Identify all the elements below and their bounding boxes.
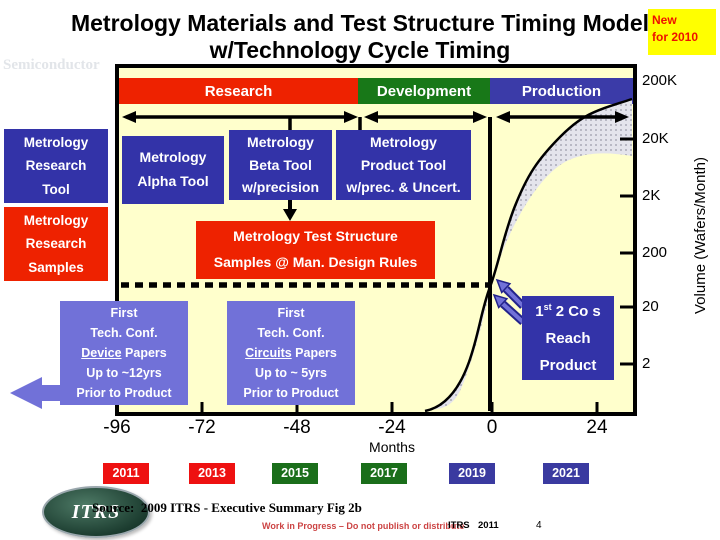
phase-bar: Research Development Production	[119, 78, 633, 104]
box-line: Metrology Test Structure	[233, 228, 398, 245]
y-axis-title: Volume (Wafers/Month)	[692, 157, 709, 315]
box-line: w/precision	[241, 179, 320, 196]
first-tech-conf-device-box: First Tech. Conf. Device Papers Up to ~1…	[60, 301, 188, 405]
box-line: Research	[25, 236, 87, 252]
box-line: Circuits Papers	[227, 343, 355, 363]
metrology-alpha-tool-box: Metrology Alpha Tool	[122, 136, 224, 204]
first-2-cos-reach-product-box: 1st 2 Co s Reach Product	[522, 296, 614, 380]
box-line: Samples @ Man. Design Rules	[213, 254, 418, 270]
development-span-arrow	[364, 111, 487, 123]
year-chip-2017: 2017	[361, 463, 407, 484]
y-tick-label-200k: 200K	[642, 72, 678, 89]
y-axis-ticks	[620, 137, 633, 366]
research-span-arrow	[122, 111, 358, 123]
y-tick-label-20: 20	[642, 298, 659, 315]
box-line: Samples	[28, 259, 84, 275]
phase-label-development: Development	[376, 82, 472, 100]
background-watermark: Semiconductor	[3, 57, 100, 73]
callout-sup: st	[543, 301, 552, 312]
box-line: Tech. Conf.	[257, 326, 325, 340]
box-line: First	[110, 306, 138, 320]
first-tech-conf-circuits-box: First Tech. Conf. Circuits Papers Up to …	[227, 301, 355, 405]
x-axis-ticks	[200, 402, 599, 412]
box-line: Device Papers	[60, 343, 188, 363]
metrology-beta-tool-box: Metrology Beta Tool w/precision	[229, 130, 332, 200]
box-line: Up to ~ 5yrs	[255, 366, 327, 380]
box-line: Alpha Tool	[137, 173, 209, 189]
box-line-rest: Papers	[291, 346, 337, 360]
callout-pre: 1	[535, 302, 544, 320]
callout-post: 2 Co s	[551, 302, 601, 320]
box-line: Product Tool	[360, 156, 447, 173]
metrology-product-tool-box: Metrology Product Tool w/prec. & Uncert.	[336, 130, 471, 200]
production-span-arrow	[496, 111, 629, 123]
x-tick-label-m96: -96	[103, 417, 131, 438]
source-text: Source: 2009 ITRS - Executive Summary Fi…	[92, 500, 362, 515]
x-tick-label-0: 0	[486, 417, 498, 438]
year-chip-2015: 2015	[272, 463, 318, 484]
box-line: Tool	[42, 181, 70, 197]
box-line: Prior to Product	[76, 386, 172, 400]
box-line: Reach	[545, 329, 591, 347]
box-line: Tech. Conf.	[90, 326, 158, 340]
underlined-word: Device	[81, 346, 122, 360]
x-tick-label-m24: -24	[378, 417, 406, 438]
beta-to-test-structure-arrow	[283, 199, 297, 221]
y-tick-label-2: 2	[642, 355, 651, 372]
phase-label-production: Production	[521, 82, 602, 100]
badge-line2: for 2010	[652, 30, 699, 44]
y-tick-label-20k: 20K	[642, 130, 669, 147]
y-tick-label-200: 200	[642, 244, 668, 261]
phase-segment-production: Production	[490, 78, 633, 104]
phase-segment-development: Development	[358, 78, 490, 104]
box-line: Up to ~12yrs	[86, 366, 162, 380]
footer-work-in-progress: Work in Progress – Do not publish or dis…	[262, 521, 465, 531]
x-tick-label-24: 24	[586, 417, 608, 438]
volume-ramp-band	[425, 99, 632, 411]
box-line: Metrology	[23, 212, 89, 228]
reach-product-callout-arrows	[492, 278, 526, 325]
x-axis-title: Months	[369, 439, 415, 455]
year-chip-2021: 2021	[543, 463, 589, 484]
box-line: Metrology	[370, 134, 437, 151]
badge-line1: New	[652, 13, 677, 27]
metrology-test-structure-box: Metrology Test Structure Samples @ Man. …	[196, 221, 435, 279]
box-line: Metrology	[139, 149, 207, 166]
slide-title-line2: w/Technology Cycle Timing	[209, 37, 511, 63]
footer-itrs: ITRS	[448, 520, 470, 531]
itrs-logo-text: ITRS	[71, 500, 121, 523]
x-tick-label-m72: -72	[188, 417, 216, 438]
slide-title-line1: Metrology Materials and Test Structure T…	[70, 10, 650, 36]
box-line: Product	[539, 356, 597, 374]
metrology-research-samples-box: Metrology Research Samples	[4, 207, 108, 281]
year-chip-2011: 2011	[103, 463, 149, 484]
box-line: Metrology	[247, 134, 314, 151]
box-line-rest: Papers	[121, 346, 167, 360]
box-line: w/prec. & Uncert.	[346, 179, 461, 196]
underlined-word: Circuits	[245, 346, 292, 360]
box-line: Beta Tool	[249, 156, 312, 173]
y-tick-label-2k: 2K	[642, 187, 661, 204]
box-line: Research	[25, 158, 87, 174]
new-for-2010-badge: New for 2010	[648, 9, 716, 55]
box-line: Metrology	[23, 134, 89, 150]
volume-ramp-curve	[424, 97, 633, 412]
phase-segment-research: Research	[119, 78, 358, 104]
box-line: 1st 2 Co s	[522, 298, 614, 325]
year-chip-2019: 2019	[449, 463, 495, 484]
x-tick-label-m48: -48	[283, 417, 311, 438]
footer-year: 2011	[478, 520, 499, 531]
box-line: Prior to Product	[243, 386, 339, 400]
chart-overlay-svg	[121, 97, 633, 412]
phase-label-research: Research	[204, 82, 273, 100]
itrs-logo: ITRS	[42, 486, 150, 538]
footer-page-number: 4	[536, 520, 542, 531]
metrology-research-tool-box: Metrology Research Tool	[4, 129, 108, 203]
year-chip-2013: 2013	[189, 463, 235, 484]
box-line: First	[277, 306, 305, 320]
